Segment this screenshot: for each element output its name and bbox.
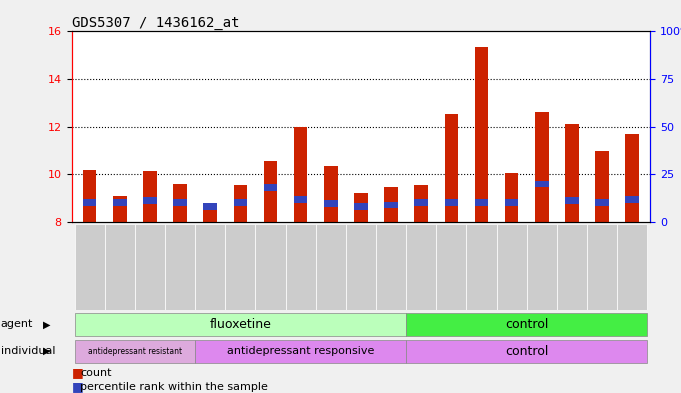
Bar (445, 199, 458, 206)
Text: antidepressant resistant: antidepressant resistant (88, 347, 182, 356)
Bar (625, 134, 639, 222)
Bar (406, 313, 648, 336)
Bar (204, 209, 217, 222)
Text: count: count (80, 368, 112, 378)
Bar (74, 340, 195, 363)
Bar (535, 181, 549, 187)
Bar (173, 184, 187, 222)
Text: percentile rank within the sample: percentile rank within the sample (80, 382, 268, 392)
Bar (557, 224, 587, 310)
Bar (264, 184, 277, 191)
Bar (173, 199, 187, 206)
Bar (595, 151, 609, 222)
Bar (406, 224, 437, 310)
Bar (526, 224, 557, 310)
Bar (225, 224, 255, 310)
Bar (234, 199, 247, 206)
Text: agent: agent (1, 320, 33, 329)
Bar (565, 124, 579, 222)
Bar (376, 224, 406, 310)
Text: fluoxetine: fluoxetine (209, 318, 271, 331)
Bar (165, 224, 195, 310)
Bar (406, 340, 648, 363)
Bar (346, 224, 376, 310)
Bar (113, 199, 127, 206)
Bar (535, 112, 549, 222)
Bar (384, 187, 398, 222)
Bar (324, 200, 338, 207)
Bar (466, 224, 496, 310)
Bar (285, 224, 316, 310)
Bar (255, 224, 285, 310)
Bar (354, 203, 368, 209)
Bar (83, 170, 97, 222)
Bar (475, 199, 488, 206)
Bar (135, 224, 165, 310)
Bar (496, 224, 526, 310)
Bar (74, 224, 105, 310)
Bar (105, 224, 135, 310)
Text: ■: ■ (72, 380, 83, 393)
Text: ▶: ▶ (43, 346, 50, 356)
Bar (83, 199, 97, 206)
Text: ■: ■ (72, 366, 83, 380)
Bar (415, 185, 428, 222)
Bar (565, 197, 579, 204)
Bar (195, 340, 406, 363)
Bar (445, 114, 458, 222)
Bar (234, 185, 247, 222)
Bar (264, 161, 277, 222)
Text: ▶: ▶ (43, 320, 50, 329)
Text: antidepressant responsive: antidepressant responsive (227, 346, 375, 356)
Bar (625, 196, 639, 202)
Text: individual: individual (1, 346, 55, 356)
Bar (587, 224, 617, 310)
Bar (113, 196, 127, 222)
Bar (505, 199, 518, 206)
Bar (354, 193, 368, 222)
Text: GDS5307 / 1436162_at: GDS5307 / 1436162_at (72, 17, 239, 30)
Text: control: control (505, 345, 548, 358)
Bar (617, 224, 648, 310)
Bar (143, 171, 157, 222)
Bar (143, 197, 157, 204)
Bar (316, 224, 346, 310)
Bar (74, 313, 406, 336)
Bar (294, 196, 307, 202)
Bar (505, 173, 518, 222)
Bar (204, 203, 217, 209)
Bar (294, 127, 307, 222)
Bar (415, 199, 428, 206)
Bar (195, 224, 225, 310)
Bar (384, 202, 398, 208)
Bar (475, 47, 488, 222)
Bar (324, 166, 338, 222)
Bar (595, 199, 609, 206)
Text: control: control (505, 318, 548, 331)
Bar (437, 224, 466, 310)
